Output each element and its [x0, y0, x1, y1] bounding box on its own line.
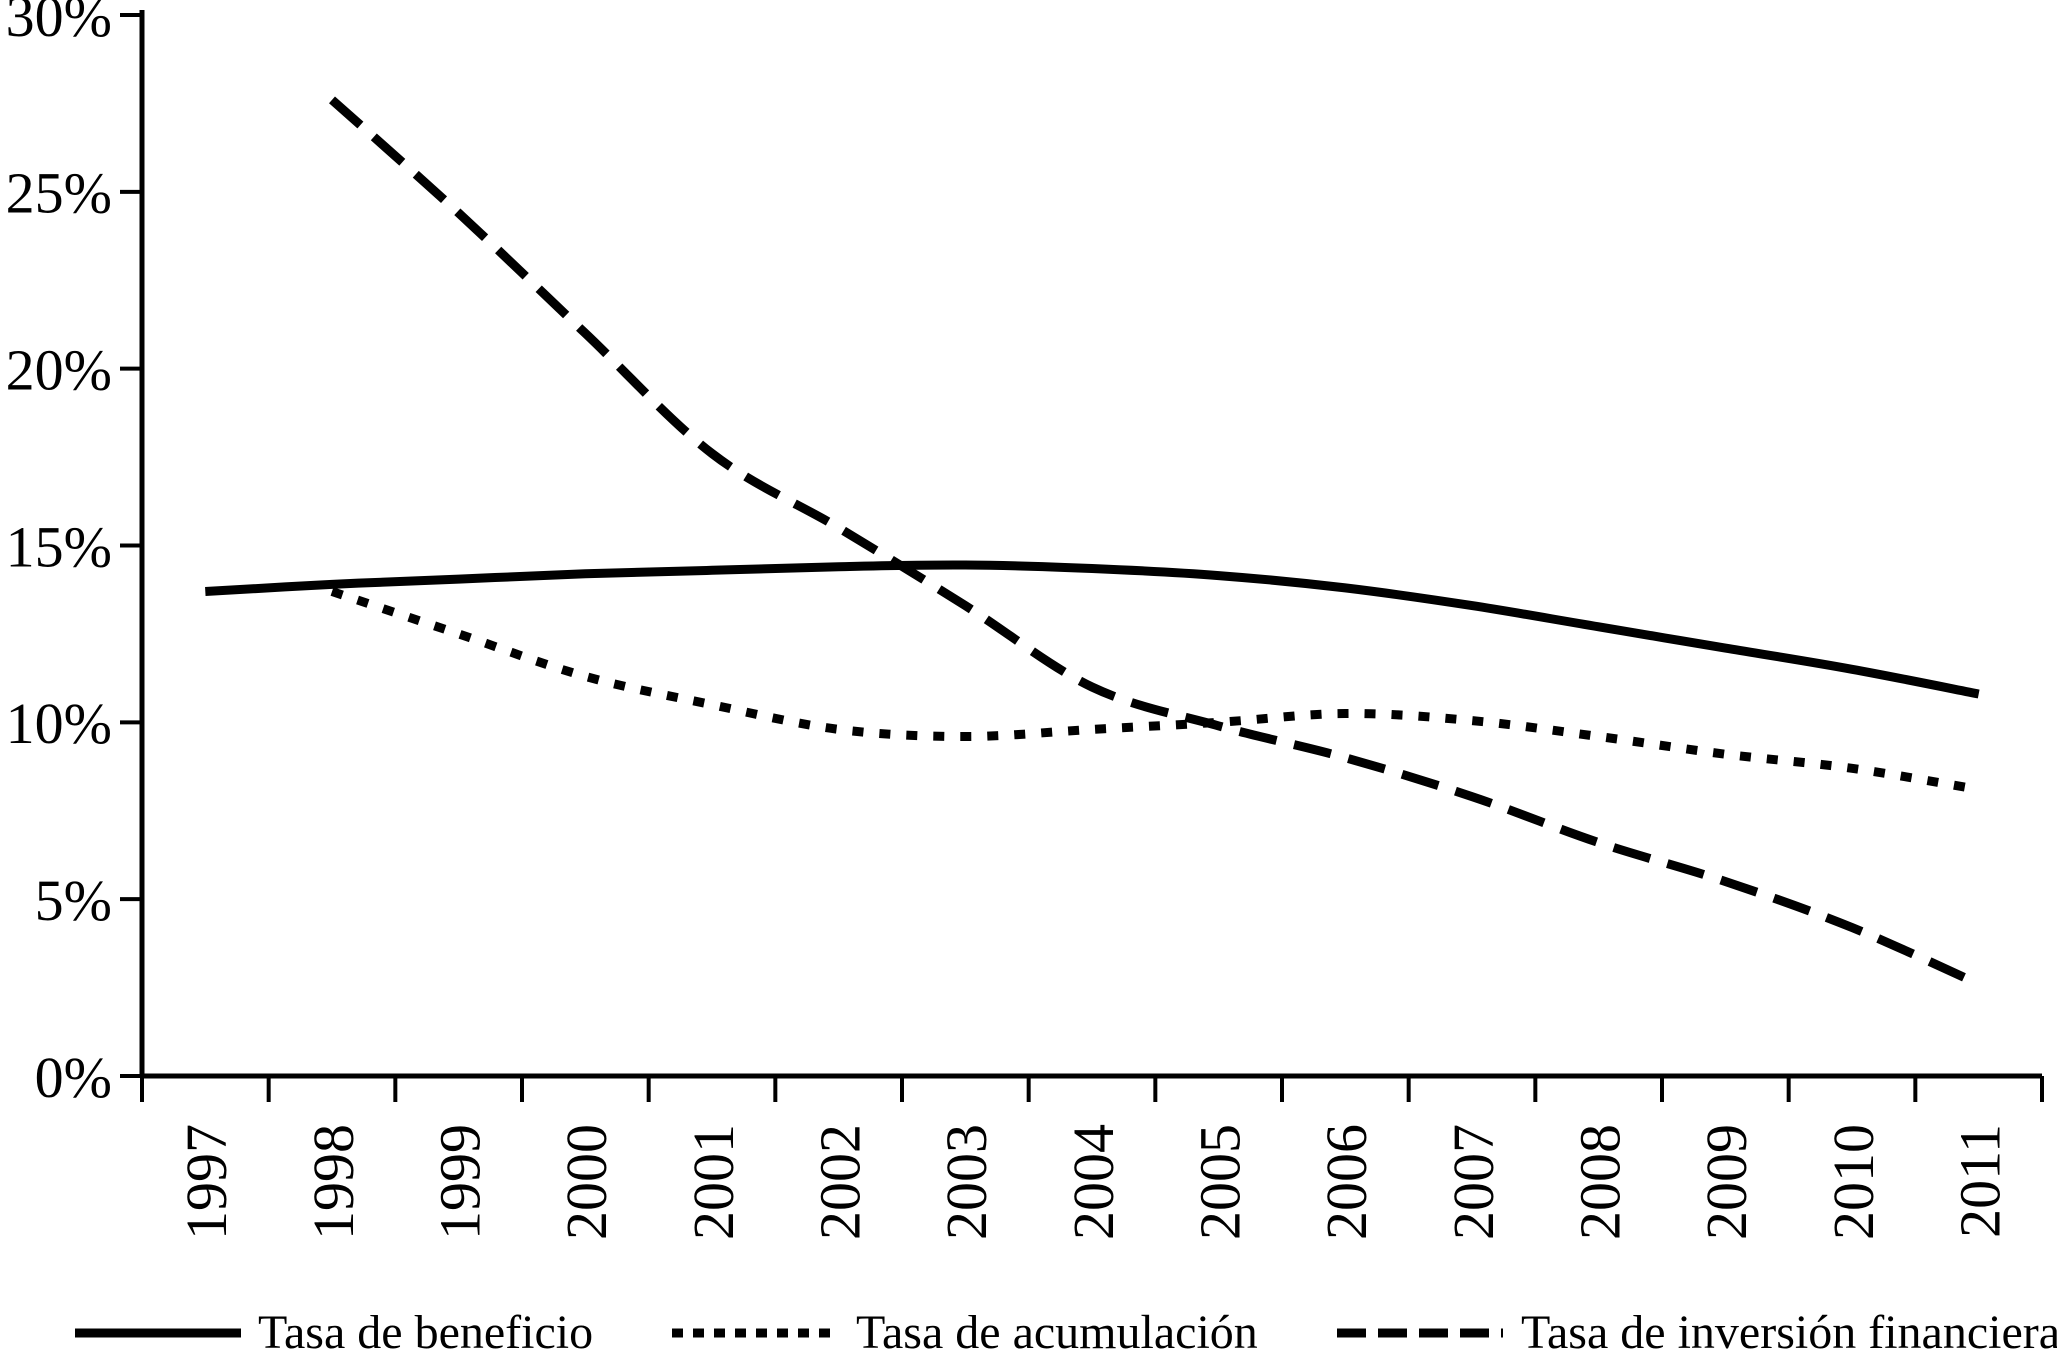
x-tick-label: 2001 — [681, 1124, 746, 1240]
x-tick-label: 2004 — [1061, 1124, 1126, 1240]
x-tick-label: 2003 — [934, 1124, 999, 1240]
series-line-tasa-de-inversion-financiera — [329, 96, 1981, 989]
series-line-tasa-de-beneficio — [205, 560, 1980, 699]
series-line-tasa-de-acumulacion — [330, 587, 1980, 794]
x-tick-label: 2009 — [1694, 1124, 1759, 1240]
x-tick-label: 1998 — [301, 1124, 366, 1240]
x-tick-label: 2011 — [1948, 1124, 2013, 1238]
y-tick-label: 30% — [6, 0, 112, 49]
x-tick-label: 2005 — [1188, 1124, 1253, 1240]
legend-label: Tasa de beneficio — [258, 1306, 593, 1351]
legend-item-tasa-de-beneficio: Tasa de beneficio — [75, 1306, 593, 1351]
x-tick-label: 2010 — [1821, 1124, 1886, 1240]
x-tick-label: 2008 — [1568, 1124, 1633, 1240]
y-tick-label: 20% — [6, 338, 112, 403]
y-tick-label: 15% — [6, 514, 112, 579]
legend-item-tasa-de-inversion-financiera: Tasa de inversión financiera — [1337, 1306, 2057, 1351]
x-tick-label: 2000 — [554, 1124, 619, 1240]
y-tick-label: 10% — [6, 691, 112, 756]
x-tick-label: 1997 — [174, 1124, 239, 1240]
x-tick-label: 1999 — [428, 1124, 493, 1240]
y-tick-label: 25% — [6, 161, 112, 226]
legend-label: Tasa de acumulación — [856, 1306, 1258, 1351]
x-tick-label: 2002 — [808, 1124, 873, 1240]
y-tick-label: 0% — [35, 1045, 112, 1110]
y-tick-label: 5% — [35, 868, 112, 933]
x-tick-label: 2007 — [1441, 1124, 1506, 1240]
x-tick-label: 2006 — [1314, 1124, 1379, 1240]
legend-label: Tasa de inversión financiera — [1521, 1306, 2057, 1351]
legend-item-tasa-de-acumulacion: Tasa de acumulación — [672, 1306, 1258, 1351]
